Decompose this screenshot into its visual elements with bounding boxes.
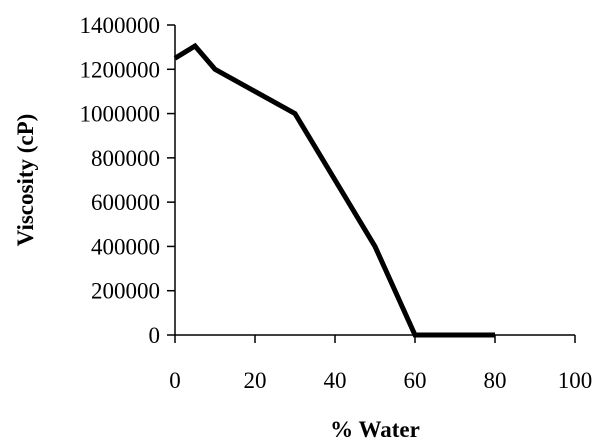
y-axis: 0 200000 400000 600000 800000 1000000 1200000 1…	[80, 13, 176, 348]
y-tick-labels: 0 200000 400000 600000 800000 1000000 1200000 1…	[80, 13, 161, 348]
y-tick-label: 1000000	[80, 102, 161, 127]
x-ticks	[174, 335, 576, 343]
series-line	[173, 42, 495, 338]
y-ticks	[167, 24, 175, 336]
y-tick-label: 1400000	[80, 13, 161, 38]
x-axis-title: % Water	[330, 417, 420, 440]
y-tick-label: 200000	[91, 279, 160, 304]
y-tick-label: 800000	[91, 146, 160, 171]
x-tick-label: 100	[558, 368, 593, 393]
x-tick-label: 60	[404, 368, 427, 393]
y-tick-label: 400000	[91, 234, 160, 259]
x-tick-label: 40	[324, 368, 347, 393]
y-tick-label: 600000	[91, 190, 160, 215]
x-tick-label: 20	[244, 368, 267, 393]
series-group	[173, 42, 496, 338]
x-tick-label: 80	[484, 368, 507, 393]
x-tick-labels: 0 20 40 60 80 100	[169, 368, 592, 393]
y-tick-label: 0	[149, 323, 161, 348]
y-tick-label: 1200000	[80, 57, 161, 82]
y-axis-title: Viscosity (cP)	[13, 114, 38, 247]
x-tick-label: 0	[169, 368, 181, 393]
x-axis: 0 20 40 60 80 100	[169, 334, 592, 393]
